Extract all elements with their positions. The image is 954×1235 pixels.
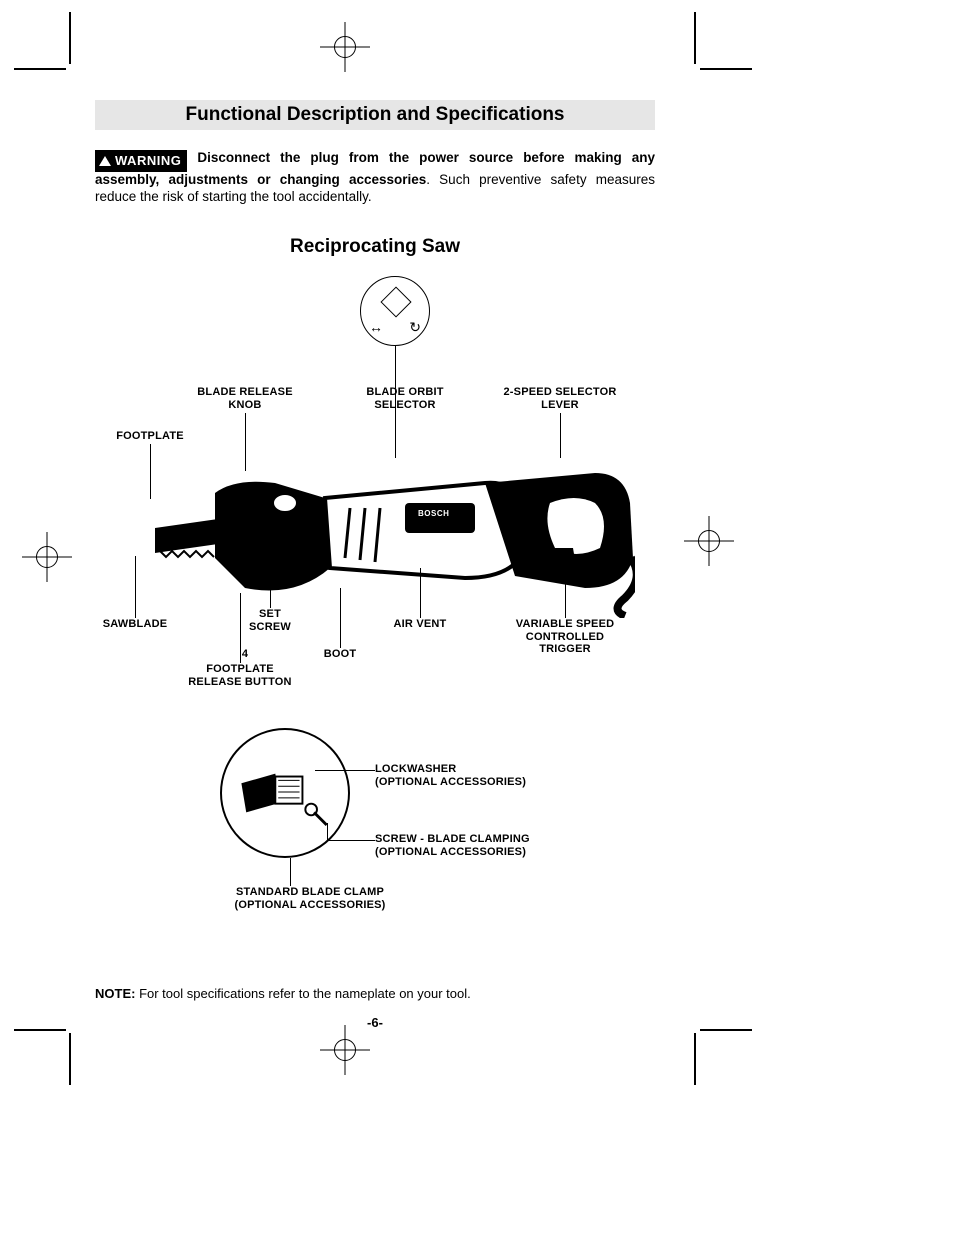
callout-set-screw: SETSCREW bbox=[235, 608, 305, 633]
registration-mark-icon bbox=[692, 524, 726, 558]
leader-line bbox=[240, 593, 241, 663]
crop-mark bbox=[14, 1029, 66, 1031]
leader-line bbox=[565, 563, 566, 618]
callout-standard-blade-clamp: STANDARD BLADE CLAMP(OPTIONAL ACCESSORIE… bbox=[210, 886, 410, 911]
leader-line bbox=[290, 858, 291, 886]
callout-blade-orbit-selector: BLADE ORBITSELECTOR bbox=[350, 386, 460, 411]
leader-line bbox=[327, 823, 328, 841]
blade-clamp-detail-icon bbox=[220, 728, 350, 858]
leader-line bbox=[270, 578, 271, 608]
leader-line bbox=[420, 568, 421, 618]
crop-mark bbox=[700, 68, 752, 70]
content-area: Functional Description and Specification… bbox=[95, 100, 655, 1030]
product-title: Reciprocating Saw bbox=[95, 236, 655, 258]
callout-variable-speed-trigger: VARIABLE SPEEDCONTROLLEDTRIGGER bbox=[500, 618, 630, 656]
callout-boot: BOOT bbox=[310, 648, 370, 661]
diagram: ↔ ↻ BLADE RELEASEKNOB BLADE ORBITSELECTO… bbox=[95, 268, 655, 968]
arrow-rotate-icon: ↻ bbox=[409, 319, 421, 336]
saw-illustration bbox=[155, 448, 635, 618]
warning-badge: WARNING bbox=[95, 150, 187, 172]
callout-four: 4 bbox=[230, 648, 260, 661]
crop-mark bbox=[69, 12, 71, 64]
crop-mark bbox=[694, 1033, 696, 1085]
crop-mark bbox=[700, 1029, 752, 1031]
registration-mark-icon bbox=[30, 540, 64, 574]
leader-line bbox=[135, 556, 136, 618]
leader-line bbox=[327, 840, 375, 841]
callout-lockwasher: LOCKWASHER(OPTIONAL ACCESSORIES) bbox=[375, 763, 555, 788]
note-label: NOTE: bbox=[95, 986, 135, 1001]
leader-line bbox=[150, 444, 151, 499]
callout-air-vent: AIR VENT bbox=[380, 618, 460, 631]
note: NOTE: For tool specifications refer to t… bbox=[95, 986, 655, 1001]
callout-footplate-release-button: FOOTPLATERELEASE BUTTON bbox=[170, 663, 310, 688]
crop-mark bbox=[14, 68, 66, 70]
registration-mark-icon bbox=[328, 30, 362, 64]
crop-mark bbox=[694, 12, 696, 64]
warning-block: WARNING Disconnect the plug from the pow… bbox=[95, 150, 655, 206]
crop-mark bbox=[69, 1033, 71, 1085]
callout-screw-blade-clamping: SCREW - BLADE CLAMPING(OPTIONAL ACCESSOR… bbox=[375, 833, 575, 858]
warning-badge-text: WARNING bbox=[115, 153, 181, 168]
orbit-selector-detail-icon: ↔ ↻ bbox=[360, 276, 430, 346]
page-number: -6- bbox=[95, 1015, 655, 1030]
leader-line bbox=[340, 588, 341, 648]
callout-speed-selector-lever: 2-SPEED SELECTORLEVER bbox=[485, 386, 635, 411]
section-title: Functional Description and Specification… bbox=[95, 100, 655, 130]
callout-footplate: FOOTPLATE bbox=[95, 430, 205, 443]
arrow-left-icon: ↔ bbox=[369, 319, 383, 335]
callout-blade-release-knob: BLADE RELEASEKNOB bbox=[180, 386, 310, 411]
callout-sawblade: SAWBLADE bbox=[90, 618, 180, 631]
warning-triangle-icon bbox=[99, 156, 111, 166]
registration-mark-icon bbox=[328, 1033, 362, 1067]
page: Functional Description and Specification… bbox=[0, 0, 954, 1235]
brand-label: BOSCH bbox=[418, 509, 449, 518]
leader-line bbox=[315, 770, 375, 771]
note-text: For tool specifications refer to the nam… bbox=[135, 986, 470, 1001]
